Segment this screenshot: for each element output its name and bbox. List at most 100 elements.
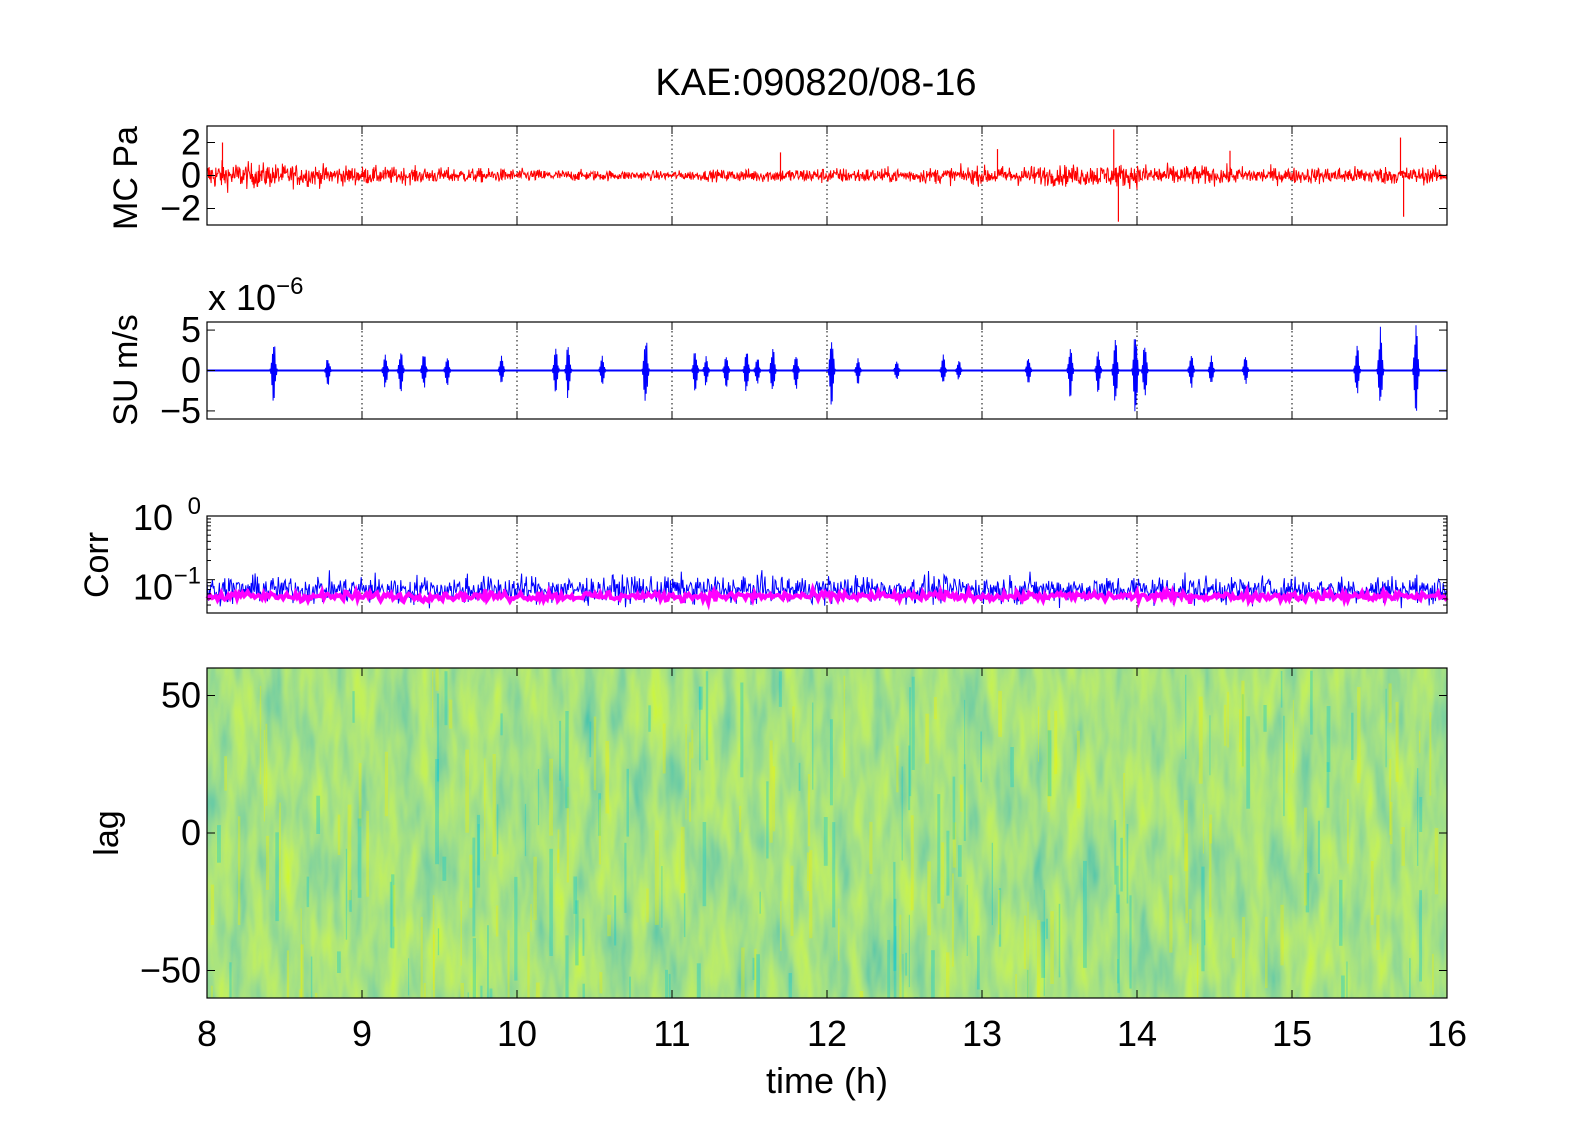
heatmap-streak [1023, 915, 1027, 970]
heatmap-streak [476, 814, 481, 888]
corr-ticks: 10 0 10−1 [133, 493, 1448, 613]
su-exponent-base: x 10 [208, 277, 276, 318]
heatmap-streak [909, 687, 912, 797]
su-exponent-label: x 10−6 [208, 273, 303, 318]
corr-smoothed-series [205, 582, 1449, 611]
su-burst [1131, 339, 1140, 412]
heatmap-streak [1123, 773, 1126, 859]
heatmap-streak [812, 702, 814, 790]
heatmap-streak [1115, 865, 1119, 914]
su-burst [269, 346, 279, 401]
corr-series [205, 570, 1449, 611]
heatmap-streak [210, 985, 213, 998]
heatmap-streak [565, 935, 569, 998]
heatmap-streak [740, 682, 744, 778]
heatmap-streak [1209, 814, 1213, 844]
heatmap-streak [549, 848, 553, 956]
heatmap-streak [908, 914, 910, 988]
su-burst [827, 342, 837, 405]
heatmap-streak [843, 675, 846, 778]
su-burst [752, 359, 762, 384]
x-tick-label: 10 [497, 1013, 537, 1054]
heatmap-streak [832, 822, 836, 928]
heatmap-streak [300, 944, 304, 998]
su-burst [791, 356, 801, 389]
heatmap-streak [756, 954, 760, 998]
heatmap-streak [778, 671, 782, 707]
heatmap-streak [911, 676, 915, 770]
heatmap-streak [646, 888, 649, 923]
heatmap-streak [467, 992, 469, 998]
heatmap-streak [869, 821, 873, 874]
heatmap-streak [1120, 837, 1123, 892]
heatmap-streak [527, 932, 530, 998]
heatmap-streak [998, 690, 1002, 737]
heatmap-streak [1347, 799, 1349, 864]
heatmap-streak [685, 797, 687, 820]
heatmap-streak [1185, 674, 1187, 760]
corr-ytick-label: 10 [133, 567, 173, 608]
heatmap-streak [1346, 961, 1348, 998]
heatmap-streak [500, 713, 503, 736]
su-burst [954, 361, 964, 380]
lag-ylabel: lag [88, 810, 126, 855]
corr-ytick-exponent: 0 [188, 493, 201, 520]
heatmap-streak [910, 815, 914, 911]
heatmap-streak [1310, 670, 1313, 735]
heatmap-streak [316, 795, 321, 834]
heatmap-streak [229, 962, 232, 998]
heatmap-streak [217, 825, 221, 863]
heatmap-streak [337, 814, 341, 855]
heatmap-streak [1189, 909, 1192, 956]
heatmap-streak [366, 810, 369, 897]
su-burst [1065, 349, 1075, 397]
su-burst [396, 353, 406, 392]
heatmap-streak [838, 908, 840, 961]
heatmap-streak [469, 854, 473, 908]
heatmap-streak [1169, 875, 1173, 953]
heatmap-streak [754, 948, 757, 998]
mc-ylabel: MC Pa [107, 126, 145, 230]
heatmap-streak [946, 830, 950, 896]
heatmap-streak [941, 842, 945, 909]
heatmap-streak [927, 861, 931, 936]
lag-ytick-label: 50 [161, 675, 201, 716]
heatmap-streak [589, 721, 592, 758]
heatmap-streak [337, 951, 341, 973]
heatmap-streak [1242, 917, 1246, 998]
heatmap-streak [436, 693, 440, 782]
heatmap-streak [1117, 894, 1120, 993]
su-burst [1352, 345, 1362, 394]
heatmap-streak [905, 952, 908, 976]
lag-ticks: 8 9 10 11 12 13 14 15 16 50 0 −50 [140, 668, 1467, 1054]
heatmap-streak [624, 842, 627, 913]
heatmap-streak [901, 766, 903, 861]
heatmap-streak [963, 764, 966, 841]
heatmap-streak [1326, 706, 1331, 772]
heatmap-streak [809, 850, 813, 939]
corr-panel: 10 0 10−1 Corr [78, 493, 1449, 614]
heatmap-streak [665, 969, 668, 998]
heatmap-streak [937, 794, 941, 904]
heatmap-streak [691, 729, 694, 759]
heatmap-streak [495, 905, 499, 937]
heatmap-streak [705, 671, 709, 761]
su-burst [641, 342, 651, 401]
heatmap-streak [437, 928, 440, 956]
heatmap-streak [530, 904, 532, 932]
corr-ylabel: Corr [78, 532, 116, 598]
heatmap-streak [925, 713, 929, 764]
heatmap-streak [1280, 671, 1283, 708]
heatmap-streak [582, 983, 585, 998]
heatmap-streak [1265, 916, 1268, 989]
lag-ytick-label: 0 [181, 812, 201, 853]
heatmap-streak [472, 938, 476, 998]
heatmap-streak [492, 754, 496, 857]
su-burst [741, 353, 751, 392]
heatmap-streak [1326, 762, 1330, 808]
heatmap-streak [524, 803, 527, 857]
x-tick-label: 9 [352, 1013, 372, 1054]
heatmap-streak [465, 749, 469, 833]
heatmap-streak [345, 848, 348, 940]
heatmap-streak [1432, 953, 1434, 995]
